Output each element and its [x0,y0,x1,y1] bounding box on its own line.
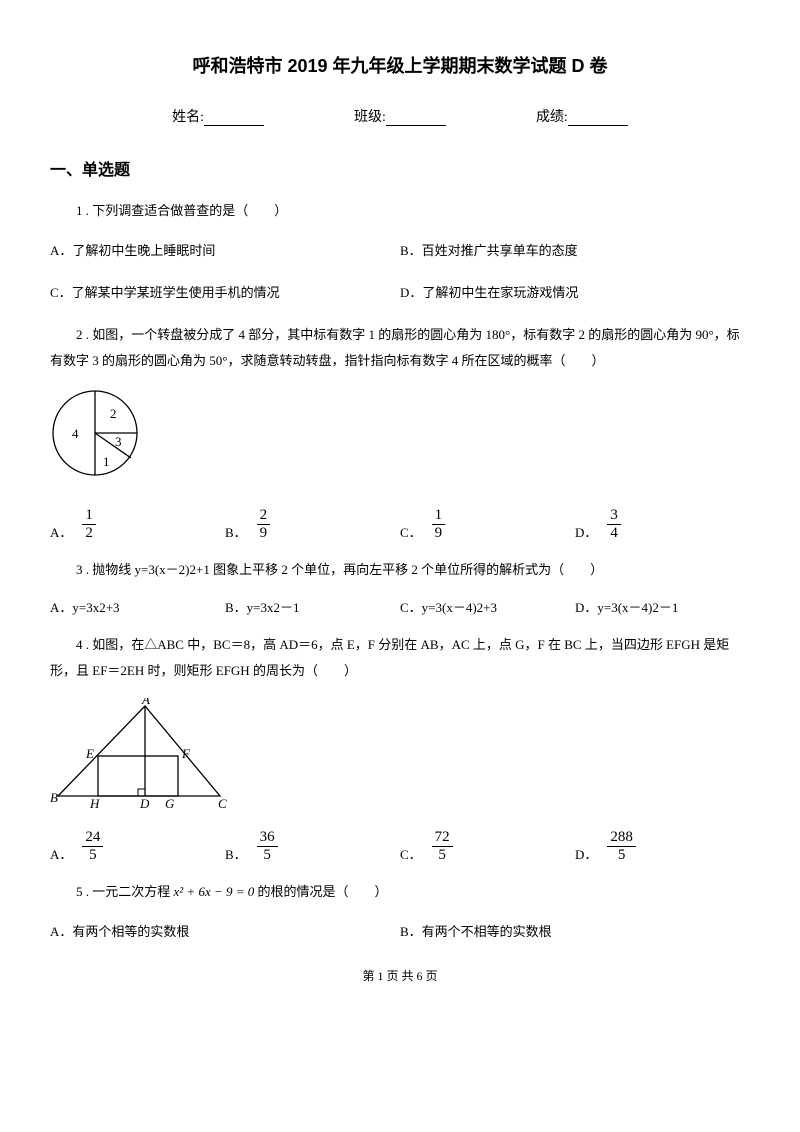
q5-opts: A．有两个相等的实数根 B．有两个不相等的实数根 [50,919,750,945]
svg-text:2: 2 [110,406,117,421]
q1-opt-d[interactable]: D．了解初中生在家玩游戏情况 [400,280,750,306]
score-blank[interactable] [568,112,628,126]
svg-text:D: D [139,796,150,810]
q2-opt-c[interactable]: C．19 [400,507,575,541]
name-blank[interactable] [204,112,264,126]
q3-opt-d[interactable]: D．y=3(x－4)2－1 [575,597,750,616]
q4-opt-b[interactable]: B．365 [225,829,400,863]
svg-text:C: C [218,796,227,810]
q5-opt-b[interactable]: B．有两个不相等的实数根 [400,919,750,945]
q3-opt-a[interactable]: A．y=3x2+3 [50,597,225,616]
q3-opt-c[interactable]: C．y=3(x－4)2+3 [400,597,575,616]
score-label: 成绩: [536,106,568,126]
q2-opt-d[interactable]: D．34 [575,507,750,541]
svg-text:G: G [165,796,175,810]
q4-opt-d[interactable]: D．2885 [575,829,750,863]
q5-text: 5 . 一元二次方程 x² + 6x − 9 = 0 的根的情况是（ ） [50,879,750,905]
svg-text:A: A [141,698,150,707]
q2-text: 2 . 如图，一个转盘被分成了 4 部分，其中标有数字 1 的扇形的圆心角为 1… [50,322,750,374]
svg-text:H: H [89,796,100,810]
q3-opts: A．y=3x2+3 B．y=3x2－1 C．y=3(x－4)2+3 D．y=3(… [50,597,750,616]
q2-opt-b[interactable]: B．29 [225,507,400,541]
q3-opt-b[interactable]: B．y=3x2－1 [225,597,400,616]
q4-figure: A B C D H G E F [50,698,750,815]
q4-opts: A．245 B．365 C．725 D．2885 [50,829,750,863]
name-label: 姓名: [172,106,204,126]
svg-text:B: B [50,790,58,805]
q1-opts-row1: A．了解初中生晚上睡眠时间 B．百姓对推广共享单车的态度 [50,238,750,264]
svg-text:F: F [181,746,191,761]
section-heading: 一、单选题 [50,156,750,180]
class-label: 班级: [354,106,386,126]
q2-figure: 4 2 3 1 [50,388,750,493]
q1-opt-c[interactable]: C．了解某中学某班学生使用手机的情况 [50,280,400,306]
page-title: 呼和浩特市 2019 年九年级上学期期末数学试题 D 卷 [50,52,750,78]
class-blank[interactable] [386,112,446,126]
svg-text:1: 1 [103,454,110,469]
q4-text: 4 . 如图，在△ABC 中，BC＝8，高 AD＝6，点 E，F 分别在 AB，… [50,632,750,684]
q1-opts-row2: C．了解某中学某班学生使用手机的情况 D．了解初中生在家玩游戏情况 [50,280,750,306]
header-fields: 姓名: 班级: 成绩: [50,106,750,126]
q2-opt-a[interactable]: A．12 [50,507,225,541]
q5-equation: x² + 6x − 9 = 0 [174,884,255,899]
q1-opt-a[interactable]: A．了解初中生晚上睡眠时间 [50,238,400,264]
page-footer: 第 1 页 共 6 页 [50,967,750,984]
svg-text:4: 4 [72,426,79,441]
q2-opts: A．12 B．29 C．19 D．34 [50,507,750,541]
q4-opt-a[interactable]: A．245 [50,829,225,863]
svg-text:E: E [85,746,94,761]
q4-opt-c[interactable]: C．725 [400,829,575,863]
q3-text: 3 . 抛物线 y=3(x－2)2+1 图象上平移 2 个单位，再向左平移 2 … [50,557,750,583]
q1-opt-b[interactable]: B．百姓对推广共享单车的态度 [400,238,750,264]
svg-text:3: 3 [115,434,122,449]
q5-opt-a[interactable]: A．有两个相等的实数根 [50,919,400,945]
q1-text: 1 . 下列调查适合做普查的是（ ） [50,198,750,224]
